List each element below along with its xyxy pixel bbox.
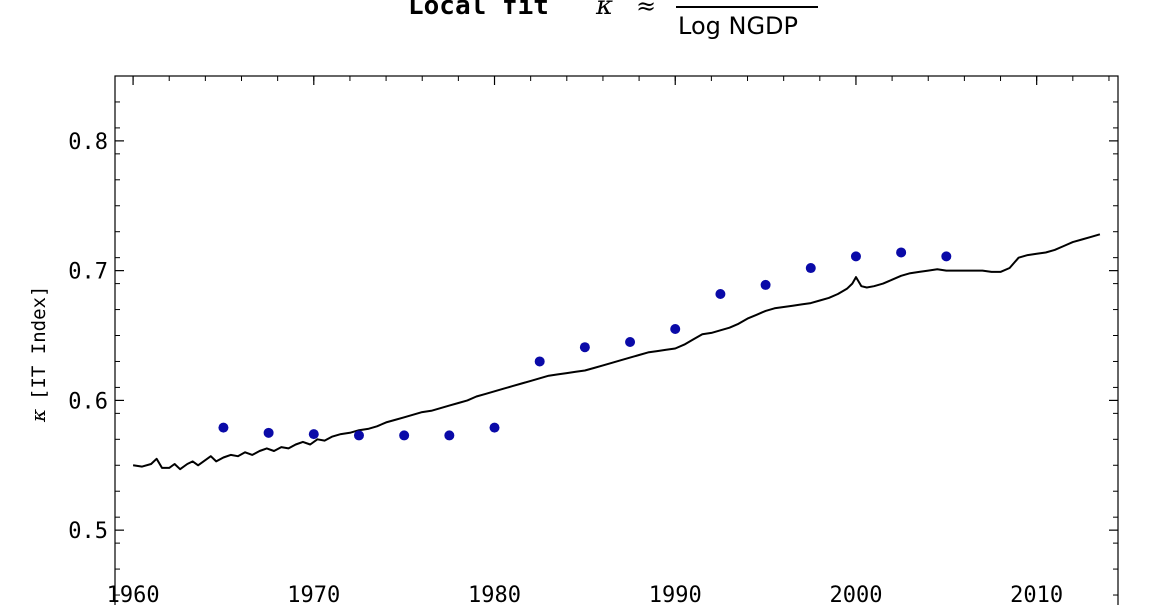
data-point bbox=[715, 288, 726, 299]
y-axis-label-text: [IT Index] bbox=[28, 286, 50, 400]
x-tick-label: 1970 bbox=[287, 583, 340, 605]
data-point bbox=[534, 356, 545, 367]
data-point bbox=[489, 422, 500, 433]
x-tick-label: 1990 bbox=[649, 583, 702, 605]
data-point bbox=[805, 263, 816, 274]
y-tick-label: 0.6 bbox=[68, 389, 108, 414]
plot-frame bbox=[114, 75, 1119, 605]
data-point bbox=[896, 247, 907, 258]
data-point bbox=[308, 429, 319, 440]
y-tick-label: 0.7 bbox=[68, 260, 108, 285]
x-tick-label: 2000 bbox=[829, 583, 882, 605]
y-axis-ticks: 0.5 0.6 0.7 0.8 bbox=[68, 101, 1118, 596]
series-line bbox=[132, 233, 1101, 471]
x-axis-ticks: 1960 1970 1980 1990 2000 2010 bbox=[107, 76, 1110, 605]
title-denominator: Log NGDP bbox=[678, 12, 798, 40]
data-point bbox=[444, 430, 455, 441]
title-prefix: Local fit bbox=[408, 0, 549, 21]
data-point bbox=[353, 430, 364, 441]
data-point bbox=[399, 430, 410, 441]
y-axis-label: κ [IT Index] bbox=[26, 286, 50, 423]
data-point bbox=[625, 337, 636, 347]
chart-title: Local fit κ ≈ Log NGDP bbox=[408, 0, 818, 40]
data-point bbox=[263, 427, 274, 438]
x-tick-label: 1960 bbox=[107, 583, 160, 605]
x-tick-label: 1980 bbox=[468, 583, 521, 605]
data-point bbox=[850, 251, 861, 262]
y-tick-label: 0.5 bbox=[68, 519, 108, 544]
data-point bbox=[218, 422, 229, 433]
data-point bbox=[941, 251, 952, 262]
x-tick-label: 2010 bbox=[1010, 583, 1063, 605]
title-approx: ≈ bbox=[636, 0, 656, 20]
data-point bbox=[760, 279, 771, 290]
series-line-group bbox=[132, 233, 1101, 471]
series-points-group bbox=[218, 247, 952, 441]
title-kappa: κ bbox=[595, 0, 613, 21]
data-point bbox=[579, 342, 590, 353]
y-tick-label: 0.8 bbox=[68, 130, 108, 155]
data-point bbox=[670, 324, 681, 335]
y-axis-label-symbol: κ bbox=[26, 409, 50, 423]
